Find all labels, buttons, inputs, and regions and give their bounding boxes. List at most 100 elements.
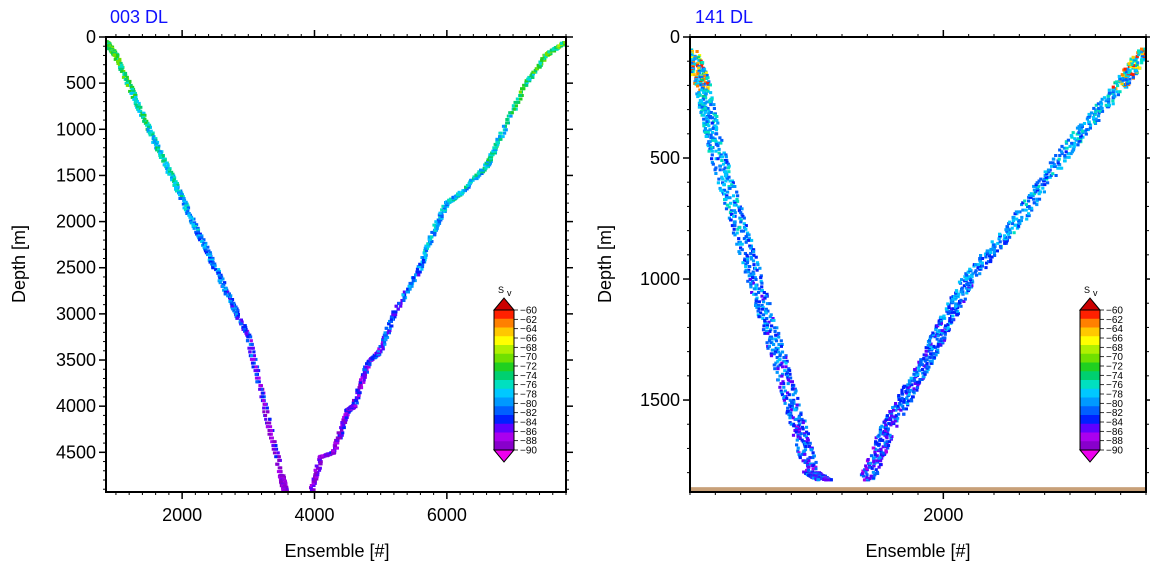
echo-cell (1136, 61, 1140, 65)
echo-cell (314, 475, 318, 479)
echo-cell (381, 347, 385, 351)
echo-cell (1029, 195, 1033, 199)
colorbar-tick-label: −64 (1106, 324, 1123, 335)
echo-cell (998, 244, 1003, 248)
echo-cell (937, 340, 941, 343)
echo-cell (134, 103, 138, 107)
echo-cell (167, 168, 171, 172)
echo-cell (371, 355, 375, 359)
echo-cell (336, 431, 340, 435)
echo-cell (975, 273, 979, 277)
echo-cell (1035, 197, 1039, 201)
echo-cell (936, 334, 940, 337)
echo-cell (116, 61, 120, 65)
echo-cell (774, 361, 778, 365)
echo-cell (742, 237, 746, 241)
echo-cell (786, 409, 790, 413)
echo-cell (382, 333, 386, 337)
echo-cell (789, 408, 793, 412)
echo-cell (716, 157, 720, 161)
echo-cell (724, 173, 728, 177)
colorbar-tick-label: −60 (1106, 306, 1123, 317)
echo-cell (363, 373, 367, 377)
echo-cell (146, 121, 150, 125)
echo-cell (217, 268, 221, 272)
echo-cell (1087, 116, 1091, 119)
echo-cell (891, 408, 896, 412)
echo-cell (357, 393, 361, 397)
echo-cell (540, 58, 544, 62)
echo-cell (437, 213, 441, 217)
echo-cell (190, 217, 194, 221)
echo-cell (741, 214, 745, 218)
echo-cell (120, 69, 124, 73)
echo-cell (803, 459, 807, 463)
echo-cell (1071, 131, 1075, 135)
echo-cell (777, 343, 781, 346)
echo-cell (985, 251, 989, 254)
echo-cell (984, 255, 988, 259)
echo-cell (788, 380, 792, 384)
echo-cell (144, 121, 148, 125)
echo-cell (339, 428, 344, 432)
echo-cell (749, 283, 753, 287)
echo-cell (757, 300, 761, 304)
echo-cell (798, 427, 802, 431)
echo-cell (703, 101, 707, 105)
echo-cell (720, 175, 724, 179)
echo-cell (706, 81, 710, 85)
echo-cell (461, 189, 465, 193)
echo-cell (951, 314, 955, 318)
echo-cell (912, 387, 916, 391)
echo-cell (730, 183, 734, 187)
colorbar-tick-label: −68 (1106, 343, 1123, 354)
echo-cell (897, 394, 901, 397)
echo-cell (1017, 219, 1021, 223)
echo-cell (792, 398, 796, 402)
echo-cell (124, 81, 128, 85)
echo-cell (797, 422, 802, 426)
echo-cell (985, 249, 989, 253)
echo-cell (502, 128, 506, 132)
echo-cell (691, 69, 695, 73)
echo-cell (913, 368, 917, 371)
colorbar-title-subscript: v (1093, 288, 1098, 298)
echo-cell (206, 253, 210, 257)
y-tick-label: 500 (650, 148, 680, 168)
echo-cell (769, 313, 773, 317)
echo-cell (768, 302, 772, 306)
echo-cell (113, 57, 117, 61)
echo-cell (957, 280, 962, 284)
echo-cell (917, 360, 921, 364)
echo-cell (806, 441, 810, 445)
echo-cell (411, 276, 416, 280)
echo-cell (915, 388, 919, 392)
colorbar-title: S (1084, 285, 1090, 295)
echo-cell (786, 378, 791, 382)
echo-cell (795, 406, 799, 410)
echo-cell (790, 380, 794, 384)
echo-cell (685, 48, 688, 51)
echo-cell (784, 356, 788, 359)
echo-cell (907, 399, 911, 403)
echo-cell (204, 251, 209, 255)
echo-cell (698, 72, 702, 76)
echo-cell (745, 261, 749, 265)
echo-cell (754, 287, 758, 291)
echo-cell (142, 115, 146, 119)
echo-cell (1020, 215, 1024, 219)
echo-cell (1046, 181, 1050, 185)
echo-cell (522, 83, 526, 87)
echo-cell (764, 311, 768, 315)
echo-cell (701, 101, 705, 105)
echo-cell (538, 60, 542, 64)
echo-cell (1111, 90, 1115, 94)
echo-cell (1123, 71, 1127, 75)
echo-cell (465, 184, 470, 187)
echo-cell (509, 114, 513, 118)
echo-cell (439, 218, 443, 222)
echo-cell (863, 468, 867, 472)
echo-cell (1114, 80, 1119, 84)
echo-cell (1035, 199, 1039, 203)
echo-cell (205, 249, 209, 253)
